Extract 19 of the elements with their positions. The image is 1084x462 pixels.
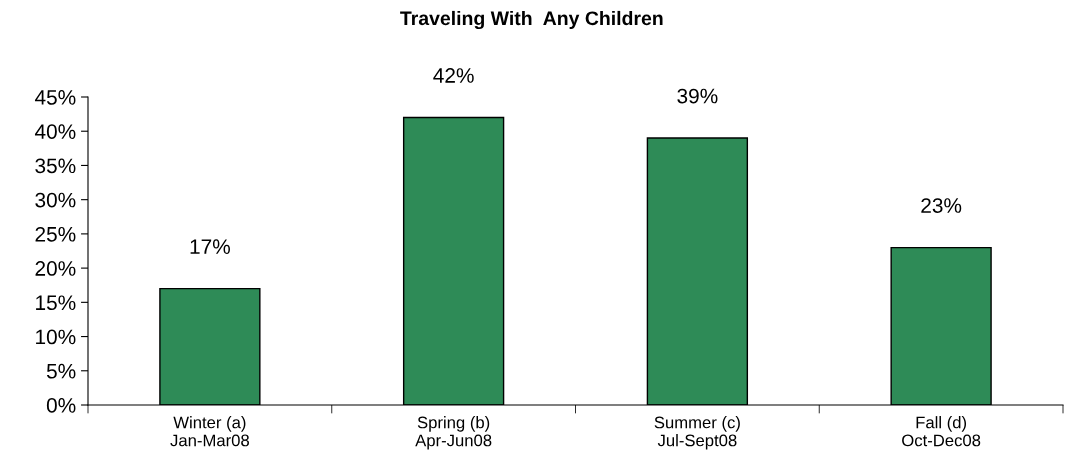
y-tick-label: 40% <box>34 124 76 139</box>
y-tick-label: 30% <box>35 192 76 208</box>
y-tick-label: 25% <box>35 226 76 242</box>
y-tick-label: 15% <box>36 295 76 311</box>
y-tick-label: 20% <box>35 261 76 276</box>
x-tick-label: Winter (a) Jan-Mar08 <box>170 416 249 447</box>
chart-title: Traveling With Any Children <box>400 10 663 30</box>
y-tick-label: 10% <box>36 329 76 345</box>
data-label: 42% <box>433 68 474 83</box>
y-tick-label: 5% <box>46 363 76 379</box>
y-tick-label: 35% <box>35 158 76 174</box>
x-tick-label: Spring (b) Apr-Jun08 <box>415 416 492 450</box>
data-label: 23% <box>921 198 962 213</box>
x-tick-label: Fall (d) Oct-Dec08 <box>902 416 981 447</box>
y-tick-label: 0% <box>46 398 76 413</box>
data-label: 39% <box>677 88 718 104</box>
data-label: 17% <box>190 239 230 254</box>
x-tick-label: Summer (c) Jul-Sept08 <box>654 416 740 450</box>
y-tick-label: 45% <box>34 90 76 105</box>
